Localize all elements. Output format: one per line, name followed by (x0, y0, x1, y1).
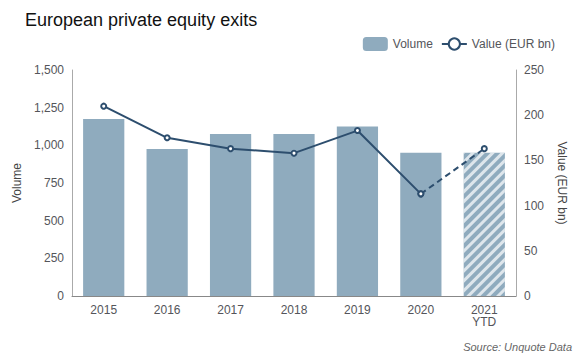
svg-text:0: 0 (524, 289, 531, 303)
svg-text:European private equity exits: European private equity exits (25, 10, 257, 30)
svg-text:Value (EUR bn): Value (EUR bn) (555, 141, 569, 224)
svg-text:200: 200 (524, 108, 544, 122)
svg-text:500: 500 (44, 214, 64, 228)
svg-text:Volume: Volume (393, 37, 433, 51)
svg-text:YTD: YTD (472, 315, 496, 329)
svg-text:2017: 2017 (217, 303, 244, 317)
svg-text:2021: 2021 (470, 303, 498, 317)
svg-text:100: 100 (524, 199, 544, 213)
svg-text:2016: 2016 (154, 303, 181, 317)
svg-text:2015: 2015 (90, 303, 117, 317)
svg-text:150: 150 (524, 153, 544, 167)
svg-text:50: 50 (524, 244, 538, 258)
svg-text:1,000: 1,000 (34, 138, 64, 152)
svg-text:0: 0 (57, 289, 64, 303)
svg-text:Volume: Volume (10, 163, 24, 203)
svg-text:2018: 2018 (281, 303, 308, 317)
svg-text:750: 750 (44, 176, 64, 190)
svg-text:1,500: 1,500 (34, 63, 64, 77)
svg-text:1,250: 1,250 (34, 101, 64, 115)
svg-text:Source: Unquote Data: Source: Unquote Data (463, 341, 572, 353)
svg-text:250: 250 (524, 63, 544, 77)
svg-text:2020: 2020 (408, 303, 435, 317)
svg-text:250: 250 (44, 251, 64, 265)
svg-text:2019: 2019 (344, 303, 371, 317)
svg-text:Value (EUR bn): Value (EUR bn) (472, 37, 555, 51)
